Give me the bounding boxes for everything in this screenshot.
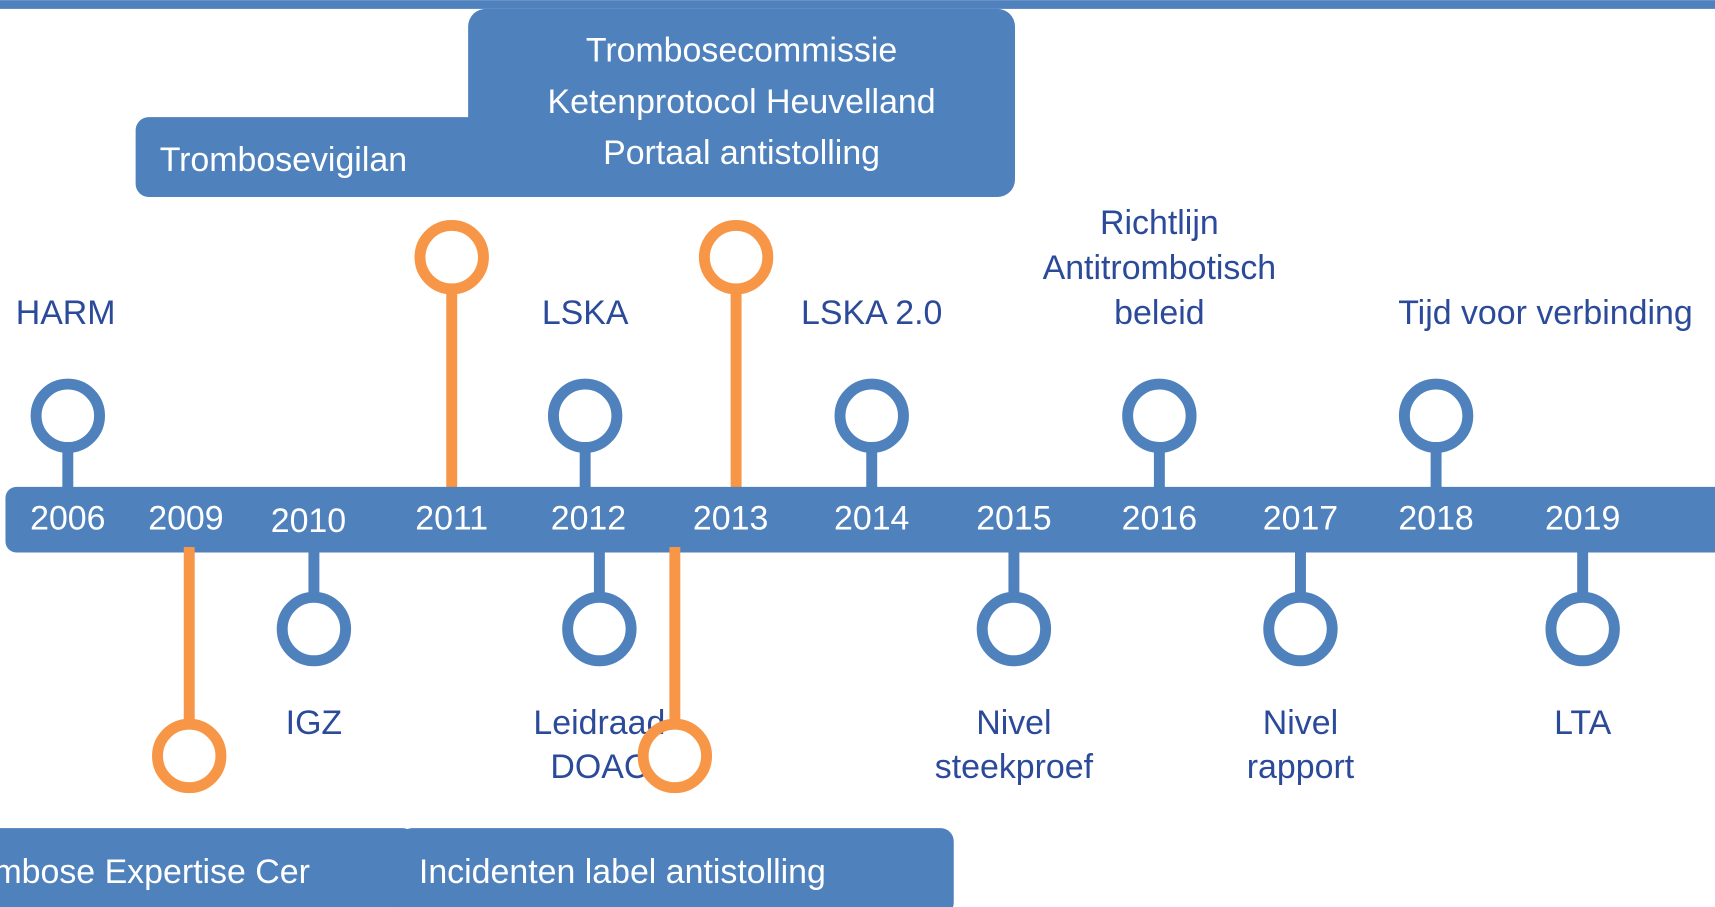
event-label: Richtlijn [1100, 204, 1219, 242]
box-text: Portaal antistolling [603, 134, 880, 172]
event-label: Antitrombotisch [1043, 249, 1277, 287]
year: 2011 [415, 500, 488, 538]
box-text: Ketenprotocol Heuvelland [548, 83, 936, 121]
year: 2014 [834, 500, 909, 538]
event-label: LTA [1554, 704, 1612, 742]
event-label: beleid [1114, 294, 1204, 332]
year: 2006 [30, 500, 105, 538]
top-box-1: Trombosevigilan [135, 117, 530, 198]
year: 2009 [148, 500, 223, 538]
box-text: Incidenten label antistolling [419, 853, 826, 891]
event-label: HARM [16, 294, 116, 332]
event-label: Tijd voor verbinding [1398, 294, 1693, 332]
year: 2015 [976, 500, 1051, 538]
blue-pins-bottom [276, 547, 1620, 667]
bottom-labels: IGZ Leidraad DOAC Nivel steekproef Nivel… [286, 704, 1612, 786]
blue-pins-top [30, 378, 1474, 493]
orange-pins-bottom [152, 547, 713, 794]
top-box-2: Trombosecommissie Ketenprotocol Heuvella… [468, 8, 1015, 198]
event-label: Nivel [1263, 704, 1338, 742]
year: 2012 [551, 500, 626, 538]
box-text: mbose Expertise Cer [0, 853, 310, 891]
bottom-box-1: mbose Expertise Cer [0, 828, 416, 907]
orange-pins-top [414, 219, 774, 493]
year-labels: 2006 2009 2010 2011 2012 2013 2014 2015 … [30, 500, 1620, 540]
event-label: LSKA 2.0 [801, 294, 942, 332]
event-label: steekproef [935, 748, 1094, 786]
event-label: LSKA [542, 294, 629, 332]
event-label: DOAC [550, 748, 648, 786]
year: 2019 [1545, 500, 1620, 538]
event-label: IGZ [286, 704, 342, 742]
box-text: Trombosecommissie [586, 31, 897, 69]
year: 2010 [271, 502, 346, 540]
top-labels: HARM LSKA LSKA 2.0 Richtlijn Antitrombot… [16, 204, 1693, 332]
year: 2016 [1122, 500, 1197, 538]
event-label: rapport [1247, 748, 1355, 786]
year: 2017 [1263, 500, 1338, 538]
timeline-bar [5, 486, 1715, 553]
event-label: Nivel [976, 704, 1051, 742]
top-band [0, 0, 1715, 9]
event-label: Leidraad [533, 704, 665, 742]
box-text: Trombosevigilan [160, 141, 407, 179]
year: 2013 [693, 500, 768, 538]
bottom-box-2: Incidenten label antistolling [399, 828, 954, 907]
year: 2018 [1398, 500, 1473, 538]
